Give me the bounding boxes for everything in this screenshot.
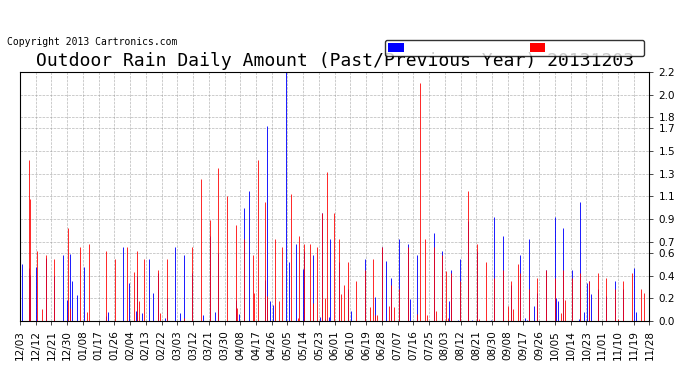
Text: Copyright 2013 Cartronics.com: Copyright 2013 Cartronics.com	[7, 37, 177, 47]
Legend: Previous  (Inches), Past  (Inches): Previous (Inches), Past (Inches)	[385, 40, 644, 56]
Title: Outdoor Rain Daily Amount (Past/Previous Year) 20131203: Outdoor Rain Daily Amount (Past/Previous…	[36, 52, 633, 70]
